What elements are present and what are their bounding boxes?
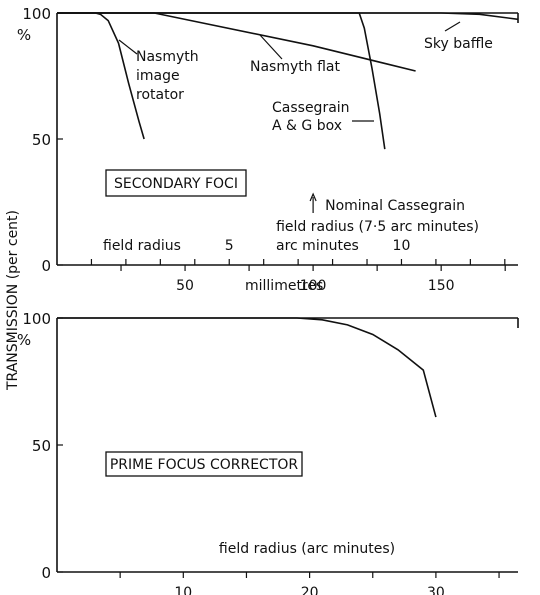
panel1-series-2-leader	[259, 34, 283, 60]
panel1-arcmin-tick-label: 10	[393, 238, 411, 254]
panel2-series-1-line	[57, 317, 437, 418]
panel1-series-4-leader	[444, 21, 461, 32]
panel1-arcmin-label-suffix: arc minutes	[276, 238, 359, 254]
panel1-annotation-arrowhead	[309, 192, 317, 202]
panel1-series-1-label: rotator	[136, 87, 184, 103]
panel2-y-tick-label: 50	[32, 437, 51, 455]
panel1-y-tick-label: 50	[32, 131, 51, 149]
panel1-annotation-line-2: field radius (7·5 arc minutes)	[276, 219, 479, 235]
panel2-title: PRIME FOCUS CORRECTOR	[110, 457, 299, 473]
y-axis-label: TRANSMISSION (per cent)	[5, 210, 21, 391]
panel1-series-1-leader	[118, 39, 138, 55]
panel2-x-tick-label: 10	[174, 585, 192, 595]
panel1-annotation-line-1: Nominal Cassegrain	[325, 198, 465, 214]
panel1-series-1-line	[57, 12, 145, 140]
panel1-series-2-label: Nasmyth flat	[250, 59, 340, 75]
panel1-series-3-label: A & G box	[272, 118, 342, 134]
panel1-series-4-label: Sky baffle	[424, 36, 493, 52]
panel1-title-box	[105, 169, 247, 197]
panel2-title-box	[105, 451, 303, 477]
panel1-y-unit: %	[17, 26, 31, 44]
panel2-y-tick-label: 100	[22, 310, 51, 328]
panel1-x-tick-label: 50	[176, 278, 194, 294]
panel1-series-4-line	[57, 12, 519, 21]
panel1-y-tick-label: 0	[41, 257, 51, 275]
panel1-series-3-label: Cassegrain	[272, 100, 350, 116]
panel2-x-tick-label: 30	[427, 585, 445, 595]
panel2-y-tick-label: 0	[41, 564, 51, 582]
panel1-series-1-label: image	[136, 68, 180, 84]
panel2-x-axis-label: field radius (arc minutes)	[219, 541, 395, 557]
panel1-y-tick-label: 100	[22, 5, 51, 23]
panel1-arcmin-tick-label: 5	[225, 238, 234, 254]
panel1-x-tick-label: 150	[428, 278, 455, 294]
panel1-x-axis-label: millimetres	[245, 278, 323, 294]
panel1-series-1-label: Nasmyth	[136, 49, 199, 65]
panel2-x-tick-label: 20	[301, 585, 319, 595]
panel2-y-unit: %	[17, 331, 31, 349]
panel1-title: SECONDARY FOCI	[114, 176, 238, 192]
panel1-x-tick-label: 100	[300, 278, 327, 294]
panel1-arcmin-label-prefix: field radius	[103, 238, 181, 254]
